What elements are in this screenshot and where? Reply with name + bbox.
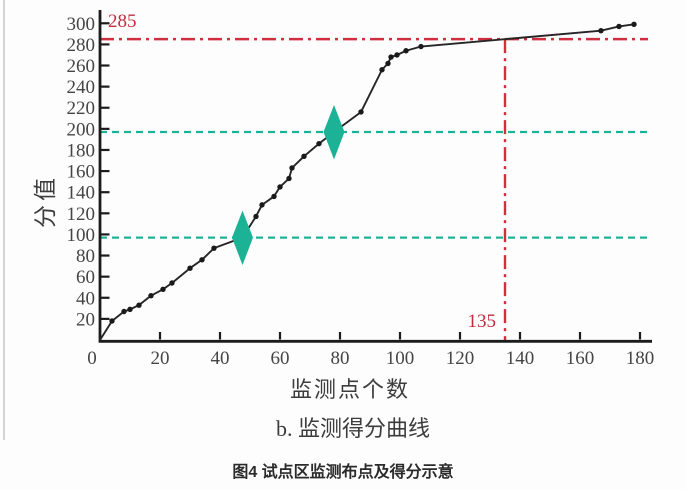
data-point — [394, 52, 400, 58]
data-point — [418, 43, 424, 50]
reference-label-135: 135 — [468, 311, 497, 332]
data-point — [187, 265, 193, 271]
data-point — [631, 21, 637, 28]
panel-subcaption: b. 监测得分曲线 — [275, 416, 430, 441]
x-tick-label-160: 160 — [566, 348, 595, 369]
data-point — [385, 60, 391, 67]
data-point — [271, 193, 277, 200]
data-point — [358, 109, 364, 115]
x-tick-label-180: 180 — [626, 348, 655, 369]
data-point — [616, 23, 622, 30]
data-point — [253, 213, 259, 220]
y-tick-label-140: 140 — [67, 183, 96, 204]
diamond-marker — [232, 210, 253, 266]
data-point — [301, 153, 307, 160]
data-point — [127, 306, 133, 313]
y-tick-label-160: 160 — [67, 162, 96, 183]
x-tick-label-140: 140 — [506, 348, 535, 369]
x-tick-label-120: 120 — [446, 348, 475, 369]
data-point — [136, 302, 142, 308]
data-point — [121, 308, 127, 315]
data-point — [169, 280, 175, 286]
data-point — [259, 202, 265, 208]
y-tick-label-80: 80 — [76, 246, 95, 267]
reference-label-285: 285 — [108, 11, 137, 32]
data-point — [388, 54, 394, 60]
y-tick-label-240: 240 — [67, 77, 96, 98]
y-tick-label-200: 200 — [67, 119, 96, 140]
y-tick-label-260: 260 — [67, 56, 96, 77]
x-tick-label-40: 40 — [211, 348, 230, 369]
y-tick-label-300: 300 — [67, 14, 96, 35]
diamond-marker — [323, 105, 345, 160]
data-point — [148, 292, 154, 299]
y-axis-title: 分值 — [33, 174, 58, 228]
data-point — [403, 48, 409, 54]
data-point — [277, 184, 283, 190]
x-tick-label-60: 60 — [271, 348, 290, 369]
x-tick-label-20: 20 — [151, 348, 170, 369]
data-point — [109, 318, 115, 324]
x-tick-label-80: 80 — [331, 348, 350, 369]
data-point — [211, 245, 217, 251]
x-tick-label-0: 0 — [87, 348, 97, 369]
data-point — [199, 257, 205, 263]
y-tick-label-60: 60 — [76, 267, 95, 288]
figure-caption: 图4 试点区监测布点及得分示意 — [232, 464, 454, 481]
data-point — [160, 286, 166, 293]
axes: 2040608010012014016018020022024026028030… — [67, 10, 655, 369]
page-edge-line — [3, 0, 5, 440]
y-tick-label-40: 40 — [76, 288, 95, 309]
data-point — [316, 140, 322, 147]
y-tick-label-180: 180 — [67, 140, 96, 161]
y-tick-label-220: 220 — [67, 98, 96, 119]
data-point — [379, 67, 385, 73]
x-tick-label-100: 100 — [386, 348, 415, 369]
x-axis-title: 监测点个数 — [289, 377, 410, 402]
y-tick-label-20: 20 — [76, 309, 95, 330]
score-curve — [99, 23, 635, 341]
data-points — [109, 21, 637, 324]
y-tick-label-280: 280 — [67, 35, 96, 56]
data-point — [289, 165, 295, 171]
data-point — [286, 175, 292, 182]
data-point — [598, 27, 604, 34]
y-tick-label-120: 120 — [67, 204, 96, 225]
y-tick-label-100: 100 — [67, 225, 96, 246]
